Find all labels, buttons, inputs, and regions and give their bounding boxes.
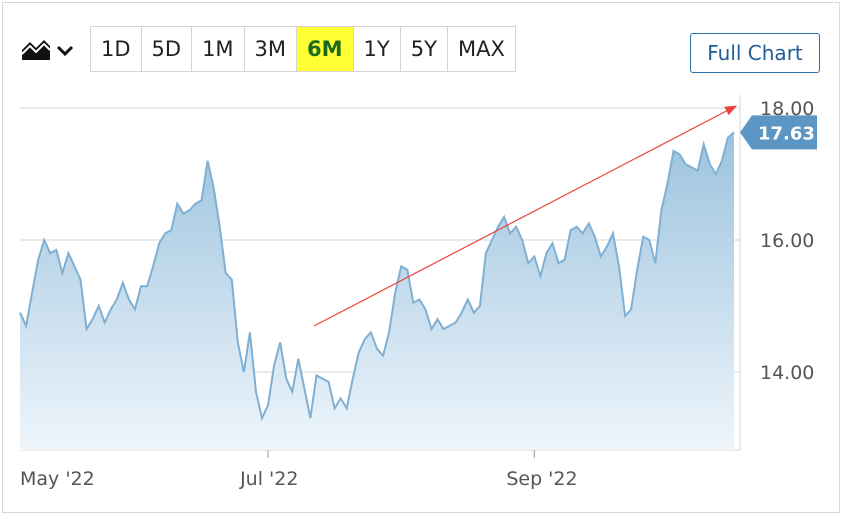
last-price-badge	[740, 115, 817, 150]
x-tick-label: Sep '22	[506, 468, 577, 490]
price-area	[20, 132, 734, 450]
full-chart-button[interactable]: Full Chart	[690, 33, 820, 73]
chart-type-selector[interactable]	[20, 36, 78, 64]
range-1d[interactable]: 1D	[91, 27, 142, 71]
y-tick-label: 14.00	[760, 362, 814, 384]
range-3m[interactable]: 3M	[245, 27, 298, 71]
range-5d[interactable]: 5D	[142, 27, 193, 71]
y-tick-label: 18.00	[760, 98, 814, 120]
range-max[interactable]: MAX	[457, 37, 505, 61]
last-price-label: 17.63	[758, 123, 815, 144]
x-tick-label: Jul '22	[239, 468, 298, 490]
y-tick-label: 16.00	[760, 230, 814, 252]
range-5y[interactable]: 5Y	[401, 27, 448, 71]
range-selector: 1D 5D 1M 3M 6M 1Y 5Y MAX	[90, 26, 516, 72]
price-line	[19, 131, 735, 422]
range-6m[interactable]: 6M	[297, 27, 354, 71]
x-tick-label: May '22	[20, 468, 95, 490]
range-1y[interactable]: 1Y	[354, 27, 401, 71]
range-1m[interactable]: 1M	[192, 27, 245, 71]
trend-arrow	[313, 105, 738, 327]
chevron-down-icon	[56, 45, 74, 57]
area-chart-icon	[21, 40, 51, 60]
